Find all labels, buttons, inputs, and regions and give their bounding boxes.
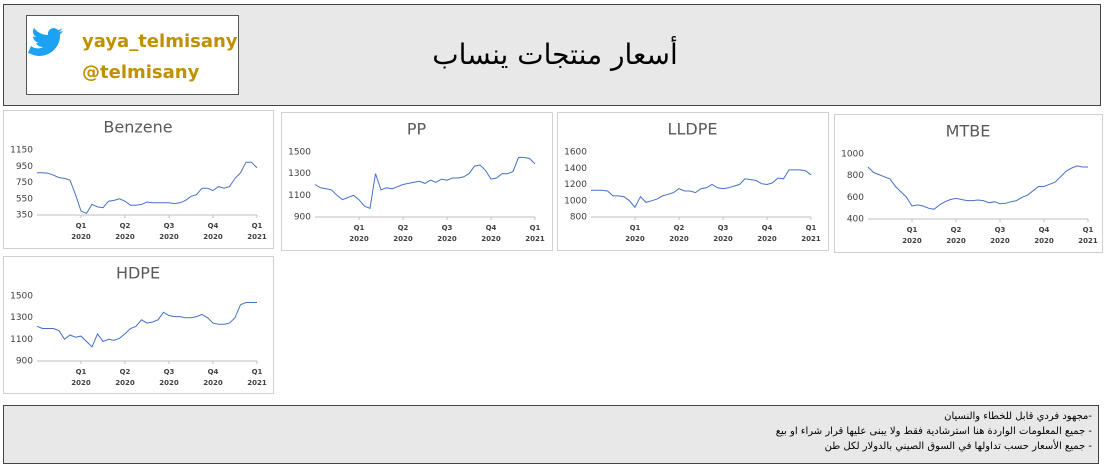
chart-panel bbox=[3, 256, 274, 394]
y-tick-label: 550 bbox=[16, 194, 33, 204]
x-tick-sublabel: 2020 bbox=[990, 237, 1010, 245]
y-tick-label: 400 bbox=[847, 215, 864, 225]
x-tick-sublabel: 2021 bbox=[247, 379, 267, 387]
y-tick-label: 900 bbox=[16, 357, 33, 367]
x-tick-label: Q1 bbox=[907, 226, 918, 234]
x-tick-label: Q3 bbox=[995, 226, 1006, 234]
x-tick-label: Q1 bbox=[76, 368, 87, 376]
x-tick-sublabel: 2020 bbox=[946, 237, 966, 245]
x-tick-sublabel: 2020 bbox=[203, 379, 223, 387]
y-tick-label: 600 bbox=[847, 193, 864, 203]
x-tick-sublabel: 2020 bbox=[1034, 237, 1054, 245]
x-tick-sublabel: 2020 bbox=[713, 235, 733, 243]
dashboard: yaya_telmisany @telmisany أسعار منتجات ي… bbox=[3, 4, 1103, 394]
x-tick-label: Q3 bbox=[718, 224, 729, 232]
x-tick-sublabel: 2020 bbox=[71, 379, 91, 387]
handle: @telmisany bbox=[82, 62, 200, 83]
y-tick-label: 1600 bbox=[564, 148, 587, 158]
price-line bbox=[591, 169, 812, 209]
x-tick-sublabel: 2020 bbox=[757, 235, 777, 243]
x-tick-sublabel: 2020 bbox=[625, 235, 645, 243]
x-tick-label: Q4 bbox=[208, 222, 219, 230]
x-tick-label: Q2 bbox=[120, 222, 131, 230]
y-tick-label: 1000 bbox=[841, 150, 864, 160]
x-tick-sublabel: 2020 bbox=[115, 379, 135, 387]
chart-title: HDPE bbox=[116, 264, 160, 283]
y-tick-label: 1200 bbox=[564, 180, 587, 190]
footer-line: - جميع المعلومات الواردة هنا استرشادية ف… bbox=[775, 426, 1092, 437]
x-tick-label: Q3 bbox=[164, 222, 175, 230]
x-tick-sublabel: 2020 bbox=[481, 235, 501, 243]
x-tick-label: Q2 bbox=[674, 224, 685, 232]
chart-title: LLDPE bbox=[668, 120, 718, 139]
x-tick-label: Q1 bbox=[806, 224, 817, 232]
price-line bbox=[314, 156, 536, 209]
x-tick-label: Q1 bbox=[354, 224, 365, 232]
x-tick-sublabel: 2021 bbox=[247, 233, 267, 241]
y-tick-label: 750 bbox=[16, 178, 33, 188]
y-tick-label: 800 bbox=[570, 213, 587, 223]
x-tick-label: Q1 bbox=[1083, 226, 1094, 234]
y-tick-label: 950 bbox=[16, 162, 33, 172]
price-line bbox=[37, 161, 258, 215]
twitter-icon bbox=[28, 28, 63, 56]
x-tick-label: Q4 bbox=[486, 224, 497, 232]
x-tick-label: Q4 bbox=[208, 368, 219, 376]
chart-title: MTBE bbox=[946, 122, 991, 141]
y-tick-label: 1300 bbox=[10, 313, 33, 323]
chart-panel bbox=[834, 114, 1103, 253]
y-tick-label: 900 bbox=[294, 213, 311, 223]
footer-line: -مجهود فردي قابل للخطاء والنسيان bbox=[944, 411, 1092, 422]
x-tick-sublabel: 2020 bbox=[159, 233, 179, 241]
x-tick-sublabel: 2020 bbox=[115, 233, 135, 241]
y-tick-label: 1150 bbox=[10, 146, 33, 156]
x-tick-label: Q1 bbox=[252, 222, 263, 230]
y-tick-label: 1100 bbox=[10, 335, 33, 345]
x-tick-sublabel: 2020 bbox=[902, 237, 922, 245]
x-tick-label: Q3 bbox=[442, 224, 453, 232]
x-tick-label: Q2 bbox=[120, 368, 131, 376]
x-tick-sublabel: 2021 bbox=[525, 235, 545, 243]
y-tick-label: 1300 bbox=[288, 169, 311, 179]
x-tick-label: Q3 bbox=[164, 368, 175, 376]
x-tick-label: Q2 bbox=[398, 224, 409, 232]
header-title: أسعار منتجات ينساب bbox=[432, 35, 678, 71]
x-tick-sublabel: 2020 bbox=[437, 235, 457, 243]
x-tick-sublabel: 2021 bbox=[1078, 237, 1098, 245]
x-tick-label: Q4 bbox=[762, 224, 773, 232]
x-tick-label: Q1 bbox=[252, 368, 263, 376]
x-tick-label: Q2 bbox=[951, 226, 962, 234]
price-line bbox=[36, 302, 257, 348]
y-tick-label: 1100 bbox=[288, 191, 311, 201]
x-tick-sublabel: 2021 bbox=[801, 235, 821, 243]
chart-title: Benzene bbox=[103, 118, 172, 137]
x-tick-label: Q1 bbox=[630, 224, 641, 232]
x-tick-sublabel: 2020 bbox=[71, 233, 91, 241]
footer: -مجهود فردي قابل للخطاء والنسيان - جميع … bbox=[3, 405, 1099, 464]
chart-panel bbox=[557, 112, 829, 251]
x-tick-label: Q1 bbox=[530, 224, 541, 232]
x-tick-label: Q1 bbox=[76, 222, 87, 230]
x-tick-label: Q4 bbox=[1039, 226, 1050, 234]
chart-panel bbox=[3, 110, 274, 249]
y-tick-label: 1500 bbox=[288, 148, 311, 158]
y-tick-label: 350 bbox=[16, 211, 33, 221]
price-line bbox=[867, 165, 1088, 210]
x-tick-sublabel: 2020 bbox=[669, 235, 689, 243]
x-tick-sublabel: 2020 bbox=[159, 379, 179, 387]
chart-title: PP bbox=[407, 120, 427, 139]
y-tick-label: 1500 bbox=[10, 292, 33, 302]
footer-line: - جميع الأسعار حسب تداولها في السوق الصي… bbox=[824, 441, 1092, 452]
x-tick-sublabel: 2020 bbox=[393, 235, 413, 243]
y-tick-label: 1400 bbox=[564, 164, 587, 174]
x-tick-sublabel: 2020 bbox=[203, 233, 223, 241]
x-tick-sublabel: 2020 bbox=[349, 235, 369, 243]
y-tick-label: 800 bbox=[847, 171, 864, 181]
y-tick-label: 1000 bbox=[564, 196, 587, 206]
handle-name: yaya_telmisany bbox=[82, 31, 238, 52]
